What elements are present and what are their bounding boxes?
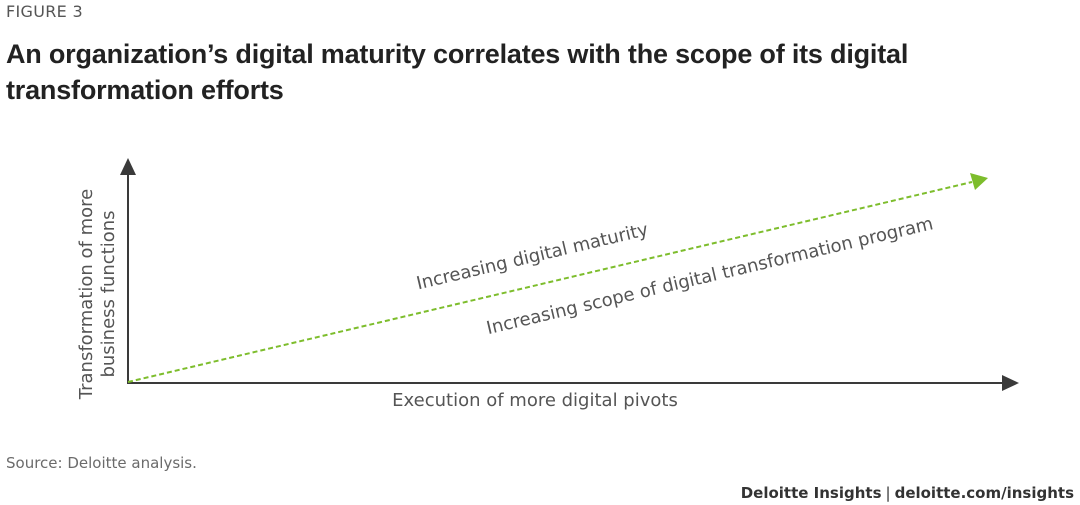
figure-label: FIGURE 3 [6,2,83,21]
trend-label-maturity: Increasing digital maturity [414,219,650,294]
credit-separator: | [885,484,891,502]
y-axis-label-line2: business functions [98,210,119,377]
trend-label-scope: Increasing scope of digital transformati… [484,213,935,339]
x-axis-label: Execution of more digital pivots [392,390,678,411]
trend-line [127,181,973,383]
y-axis-arrowhead [120,158,136,175]
figure-title: An organization’s digital maturity corre… [6,39,909,105]
source-note: Source: Deloitte analysis. [6,454,197,472]
x-axis-arrowhead [1002,375,1019,391]
credit-line: Deloitte Insights | deloitte.com/insights [741,484,1074,502]
brand-url[interactable]: deloitte.com/insights [894,484,1074,502]
brand-name: Deloitte Insights [740,484,882,502]
trend-arrowhead [970,173,988,190]
y-axis-label-line1: Transformation of more [76,189,97,400]
